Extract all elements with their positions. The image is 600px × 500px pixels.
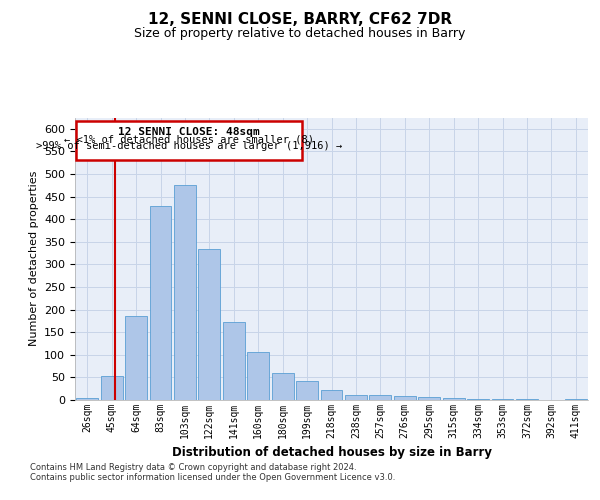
Text: 12, SENNI CLOSE, BARRY, CF62 7DR: 12, SENNI CLOSE, BARRY, CF62 7DR	[148, 12, 452, 28]
Bar	[272, 373, 293, 400]
Text: ← <1% of detached houses are smaller (8): ← <1% of detached houses are smaller (8)	[64, 134, 314, 144]
Bar	[125, 316, 147, 400]
Bar	[296, 380, 318, 400]
Bar	[418, 398, 440, 400]
Bar	[101, 376, 122, 400]
Text: Contains HM Land Registry data © Crown copyright and database right 2024.: Contains HM Land Registry data © Crown c…	[30, 462, 356, 471]
Bar	[149, 206, 172, 400]
Bar	[76, 120, 302, 160]
Text: Contains public sector information licensed under the Open Government Licence v3: Contains public sector information licen…	[30, 474, 395, 482]
Text: >99% of semi-detached houses are larger (1,916) →: >99% of semi-detached houses are larger …	[36, 142, 342, 152]
Y-axis label: Number of detached properties: Number of detached properties	[29, 171, 38, 346]
Bar	[370, 396, 391, 400]
Bar	[516, 399, 538, 400]
Bar	[223, 322, 245, 400]
Bar	[174, 186, 196, 400]
Text: Size of property relative to detached houses in Barry: Size of property relative to detached ho…	[134, 28, 466, 40]
Bar	[565, 398, 587, 400]
X-axis label: Distribution of detached houses by size in Barry: Distribution of detached houses by size …	[172, 446, 491, 460]
Bar	[491, 399, 514, 400]
Bar	[467, 398, 489, 400]
Bar	[247, 352, 269, 400]
Bar	[345, 396, 367, 400]
Bar	[320, 390, 343, 400]
Text: 12 SENNI CLOSE: 48sqm: 12 SENNI CLOSE: 48sqm	[118, 127, 260, 137]
Bar	[443, 398, 464, 400]
Bar	[394, 396, 416, 400]
Bar	[76, 398, 98, 400]
Bar	[199, 248, 220, 400]
